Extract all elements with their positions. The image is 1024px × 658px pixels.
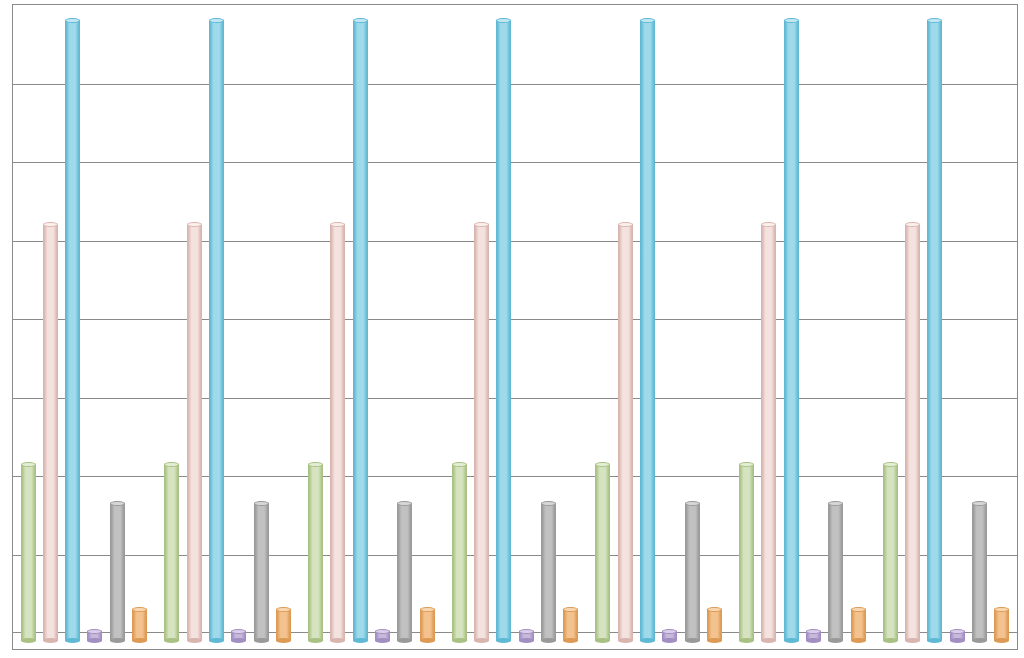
bar [972,503,987,640]
bar [994,609,1009,640]
bar [276,609,291,640]
bar-group [308,4,434,648]
bars-layer [12,4,1018,648]
bar-group [883,4,1009,648]
bar [452,464,467,641]
bar [685,503,700,640]
bar [65,21,80,641]
bar [828,503,843,640]
bar-group [595,4,721,648]
bar [21,464,36,641]
bar [640,21,655,641]
bar-group [164,4,290,648]
bar [905,225,920,641]
bar [707,609,722,640]
bar [761,225,776,641]
bar [254,503,269,640]
bar [209,21,224,641]
bar [496,21,511,641]
plot-area [12,4,1018,648]
bar [375,631,390,640]
bar-group [21,4,147,648]
bar [87,631,102,640]
bar [883,464,898,641]
bar-group [452,4,578,648]
chart-container [0,0,1024,658]
bar [110,503,125,640]
bar [330,225,345,641]
bar [739,464,754,641]
bar [950,631,965,640]
bar [132,609,147,640]
bar [662,631,677,640]
bar [164,464,179,641]
bar [420,609,435,640]
bar [595,464,610,641]
bar [43,225,58,641]
bar [851,609,866,640]
bar [618,225,633,641]
bar [187,225,202,641]
bar [474,225,489,641]
bar [353,21,368,641]
bar [231,631,246,640]
bar [541,503,556,640]
bar [563,609,578,640]
bar [519,631,534,640]
bar [397,503,412,640]
bar-group [739,4,865,648]
bar [806,631,821,640]
bar [927,21,942,641]
bar [784,21,799,641]
bar [308,464,323,641]
